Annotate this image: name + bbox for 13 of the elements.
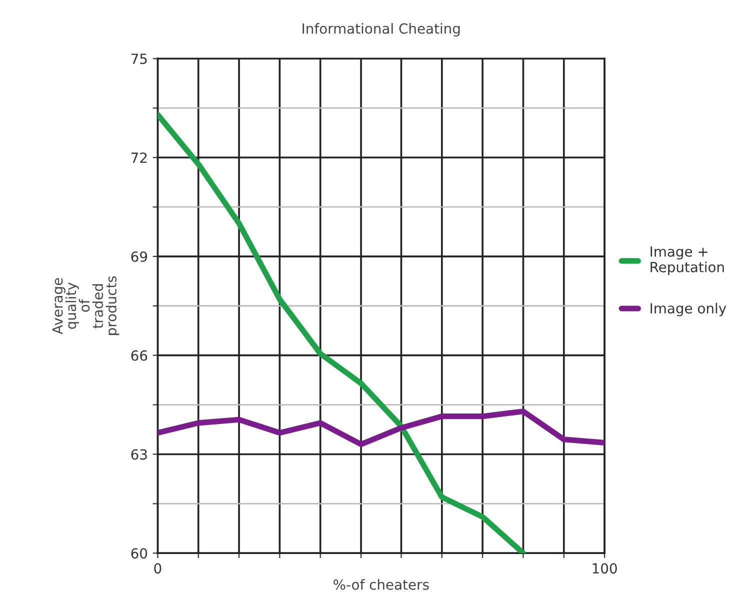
x-tick-label: 100 xyxy=(592,563,617,574)
legend-label: Image only xyxy=(650,302,726,316)
legend-label: Image + Reputation xyxy=(650,246,724,276)
x-tick-label: 0 xyxy=(154,563,162,574)
y-tick-label: 60 xyxy=(131,548,148,559)
x-axis-title: %-of cheaters xyxy=(334,579,429,590)
y-axis-title: Average quality of traded products xyxy=(52,276,120,335)
y-tick-label: 75 xyxy=(131,54,147,64)
y-tick-label: 72 xyxy=(131,152,147,163)
y-tick-label: 69 xyxy=(131,251,148,262)
y-tick-label: 63 xyxy=(131,449,147,460)
y-tick-label: 66 xyxy=(131,350,148,361)
chart-title: Informational Cheating xyxy=(302,23,460,36)
